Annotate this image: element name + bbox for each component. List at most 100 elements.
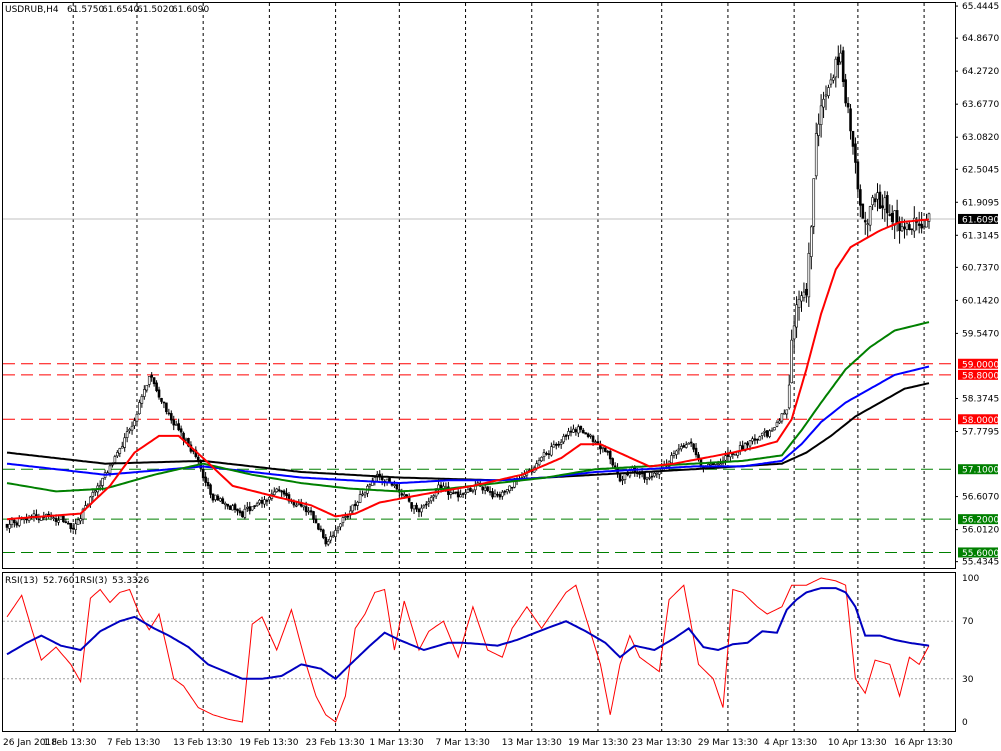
candle bbox=[670, 452, 673, 465]
rsi-tick-label: 70 bbox=[962, 617, 974, 627]
candle bbox=[226, 503, 229, 510]
candle bbox=[888, 204, 892, 217]
candle bbox=[680, 443, 683, 452]
candle bbox=[167, 408, 171, 416]
candle bbox=[211, 493, 215, 503]
candle bbox=[608, 448, 612, 465]
candle bbox=[125, 426, 129, 443]
candle bbox=[319, 525, 323, 533]
candle bbox=[204, 471, 207, 487]
candle bbox=[849, 104, 852, 140]
candle bbox=[559, 439, 563, 449]
candle bbox=[236, 508, 239, 516]
candle bbox=[427, 497, 431, 508]
candle bbox=[314, 515, 318, 524]
candle bbox=[797, 290, 801, 321]
candle bbox=[491, 488, 494, 500]
candle bbox=[140, 394, 144, 408]
candle bbox=[57, 516, 60, 526]
candle bbox=[174, 420, 178, 426]
candle bbox=[805, 282, 808, 303]
candle bbox=[243, 504, 247, 520]
candle bbox=[469, 487, 472, 492]
candle bbox=[309, 507, 313, 516]
candle bbox=[69, 522, 73, 533]
candle bbox=[508, 485, 511, 494]
candle bbox=[169, 410, 173, 424]
candle bbox=[778, 418, 781, 425]
candle bbox=[611, 457, 614, 469]
candle bbox=[672, 450, 676, 459]
candle bbox=[336, 525, 340, 534]
rsi-header-label-2: RSI(3) bbox=[80, 576, 107, 586]
candle bbox=[138, 399, 141, 415]
rsi3-line bbox=[6, 577, 930, 723]
candle bbox=[454, 491, 458, 495]
candle bbox=[677, 444, 681, 455]
candle bbox=[540, 456, 543, 462]
candle bbox=[172, 415, 176, 431]
candle bbox=[922, 220, 926, 230]
price-tick-label: 62.5045 bbox=[962, 165, 999, 175]
candle bbox=[621, 475, 624, 486]
candle bbox=[876, 183, 879, 212]
candle bbox=[905, 220, 909, 236]
candle bbox=[201, 465, 205, 482]
candle bbox=[773, 426, 776, 431]
candle bbox=[331, 531, 335, 538]
candle bbox=[689, 438, 693, 447]
level-tag-label: 56.2000 bbox=[962, 516, 999, 526]
candle bbox=[415, 502, 418, 512]
candle bbox=[150, 372, 153, 382]
candle bbox=[920, 211, 923, 234]
ma-fast-line bbox=[6, 218, 930, 521]
candle bbox=[554, 442, 558, 450]
candle bbox=[883, 190, 887, 222]
rsi-tick-label: 100 bbox=[962, 574, 979, 584]
candle bbox=[795, 296, 798, 338]
candle bbox=[881, 194, 884, 220]
level-tag-label: 59.0000 bbox=[962, 360, 999, 370]
candle bbox=[824, 85, 828, 111]
candle bbox=[866, 218, 869, 238]
current-price-label: 61.6090 bbox=[962, 215, 999, 225]
candle bbox=[498, 491, 502, 500]
resistance-level-tag bbox=[958, 369, 998, 380]
current-price-tag bbox=[958, 213, 998, 224]
candle bbox=[410, 502, 413, 512]
candle bbox=[542, 449, 546, 462]
candle bbox=[272, 487, 276, 496]
candle bbox=[763, 428, 767, 438]
candle bbox=[579, 425, 583, 433]
candle bbox=[675, 449, 678, 459]
level-tag-label: 58.0000 bbox=[962, 416, 999, 426]
price-tick-label: 63.0820 bbox=[962, 133, 999, 143]
candle bbox=[155, 380, 158, 393]
price-header-high: 61.6540 bbox=[102, 5, 139, 15]
time-tick-label: 4 Apr 13:30 bbox=[764, 738, 817, 748]
candle bbox=[268, 496, 271, 502]
candle bbox=[768, 429, 771, 439]
candle bbox=[464, 491, 467, 500]
candle bbox=[312, 510, 315, 524]
rsi13-line bbox=[6, 587, 930, 681]
candle bbox=[135, 411, 139, 427]
candle bbox=[900, 216, 904, 232]
candle bbox=[618, 474, 622, 483]
candle bbox=[15, 520, 19, 528]
candle bbox=[790, 329, 793, 384]
price-tick-label: 60.7370 bbox=[962, 263, 999, 273]
candle bbox=[248, 501, 252, 515]
candle bbox=[917, 211, 921, 234]
candle bbox=[322, 528, 325, 540]
candle bbox=[179, 425, 183, 437]
candle bbox=[339, 523, 342, 531]
candle bbox=[574, 427, 578, 436]
candle bbox=[241, 510, 244, 518]
time-tick-label: 13 Feb 13:30 bbox=[173, 738, 232, 748]
candle bbox=[287, 491, 291, 504]
level-tag-label: 55.6000 bbox=[962, 549, 999, 559]
candle bbox=[456, 489, 460, 502]
price-tick-label: 61.9095 bbox=[962, 198, 999, 208]
